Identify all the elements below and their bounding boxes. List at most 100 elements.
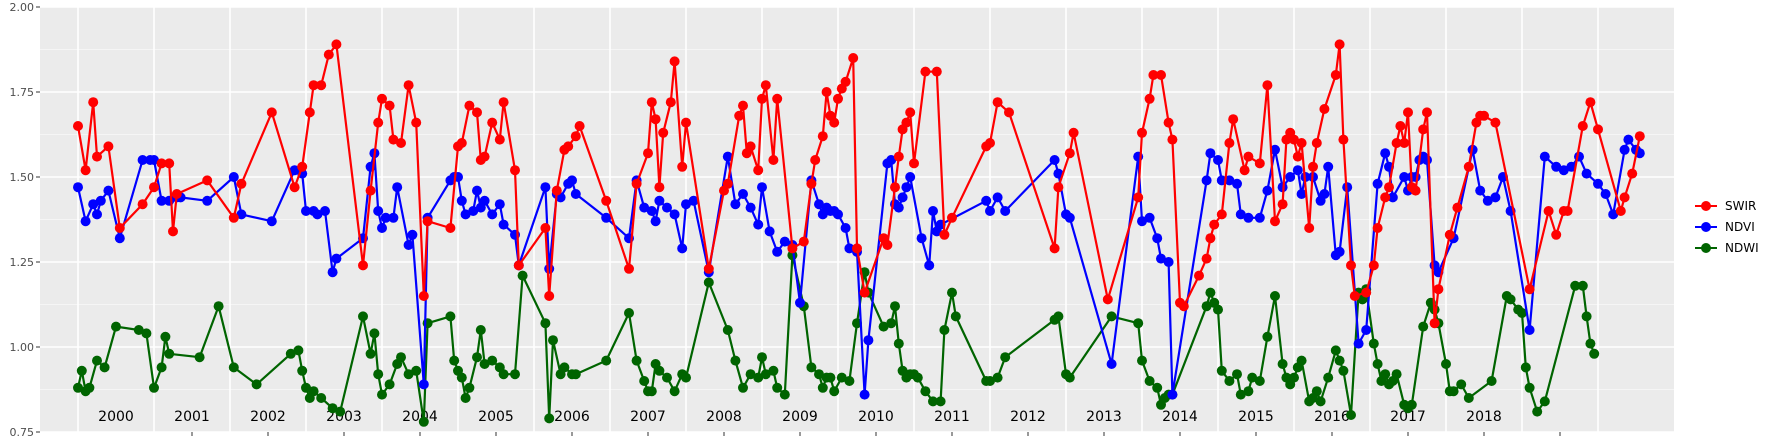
data-point-ndwi [472,352,482,363]
data-point-ndvi [1482,195,1493,206]
data-point-ndwi [1144,376,1155,386]
data-point-ndwi [228,362,239,373]
data-point-swir [931,66,942,77]
legend-label: SWIR [1725,199,1756,213]
data-point-swir [1133,192,1144,203]
data-point-ndwi [772,382,783,393]
data-point-ndvi [1049,155,1060,165]
data-point-swir [665,97,676,108]
data-point-swir [1391,138,1402,148]
data-point-swir [563,141,574,152]
data-point-ndvi [1254,212,1265,223]
data-point-ndwi [411,365,422,376]
series-line-swir [76,43,1641,325]
data-point-ndvi [228,172,239,182]
year-label: 2006 [554,409,590,425]
data-point-swir [137,199,148,210]
data-point-swir [829,117,840,128]
data-point-ndwi [1270,291,1280,301]
data-point-swir [114,223,125,233]
data-point-ndwi [950,311,961,322]
data-point-ndwi [160,331,171,342]
year-labels: 2000 2001 2002 2003 2004 2005 2006 2007 2008 2009… [98,409,1561,436]
data-point-ndvi [1156,253,1166,264]
data-point-ndwi [540,318,551,329]
data-point-swir [905,107,916,118]
data-point-swir [817,131,828,142]
data-point-ndwi [992,372,1003,383]
data-point-ndvi [468,206,479,216]
data-point-ndwi [1277,359,1288,369]
data-point-ndvi [80,216,91,227]
data-point-swir [171,189,182,199]
data-point-swir [551,185,562,196]
data-point-swir [650,114,661,125]
data-point-ndwi [753,372,764,383]
data-point-ndwi [806,362,817,373]
data-point-ndwi [1589,348,1600,359]
data-point-ndwi [1581,311,1592,322]
data-point-ndvi [388,212,399,223]
data-point-ndwi [1334,355,1345,366]
data-point-swir [939,229,950,240]
data-point-swir [1380,192,1391,203]
data-point-ndwi [1368,338,1379,349]
data-point-swir [373,117,384,128]
year-label: 2018 [1466,409,1502,425]
data-point-ndwi [544,413,555,424]
data-point-ndvi [331,253,342,264]
data-point-ndwi [1106,311,1117,322]
year-label: 2007 [630,409,666,425]
data-point-swir [396,138,406,148]
data-point-ndvi [1106,359,1117,369]
data-point-swir [848,53,859,63]
data-point-ndvi [795,297,805,308]
data-point-swir [1593,124,1603,135]
data-point-ndvi [924,260,935,271]
data-point-swir [1330,70,1341,80]
data-point-swir [384,100,395,111]
data-point-swir [1068,127,1079,138]
data-point-ndvi [985,206,995,216]
data-point-ndwi [829,386,840,397]
data-point-ndwi [836,372,847,383]
year-label: 2017 [1390,409,1426,425]
data-point-swir [494,134,505,145]
data-point-ndwi [445,311,456,322]
data-point-ndwi [418,416,429,427]
data-point-ndvi [654,195,665,206]
data-point-ndwi [920,386,931,397]
data-point-ndwi [164,348,175,359]
data-point-swir [422,216,433,227]
data-point-ndvi [156,195,167,206]
data-point-ndwi [1232,369,1242,380]
data-point-swir [297,161,308,172]
data-point-ndvi [901,182,912,193]
data-point-ndwi [548,335,558,346]
data-point-ndwi [1216,365,1227,376]
legend-label: NDWI [1725,241,1759,255]
data-point-ndvi [1064,212,1075,223]
data-point-swir [1444,229,1455,240]
data-point-ndwi [768,365,779,376]
data-point-ndvi [981,195,992,206]
data-point-ndvi [1213,155,1223,165]
data-point-swir [544,291,555,301]
data-point-ndwi [1296,355,1307,366]
data-point-ndwi [757,352,767,363]
data-point-swir [624,263,634,274]
data-point-ndvi [681,199,691,210]
data-point-ndvi [418,379,429,390]
data-point-swir [289,182,300,193]
data-point-ndvi [730,199,741,210]
data-point-swir [445,223,456,233]
data-point-ndvi [1380,148,1391,159]
data-point-ndwi [1330,345,1341,356]
data-point-ndvi [403,240,414,250]
data-point-swir [358,260,368,271]
data-point-ndvi [722,151,733,162]
data-point-ndvi [859,389,870,400]
data-point-ndwi [1505,294,1516,305]
data-point-ndwi [669,386,680,397]
